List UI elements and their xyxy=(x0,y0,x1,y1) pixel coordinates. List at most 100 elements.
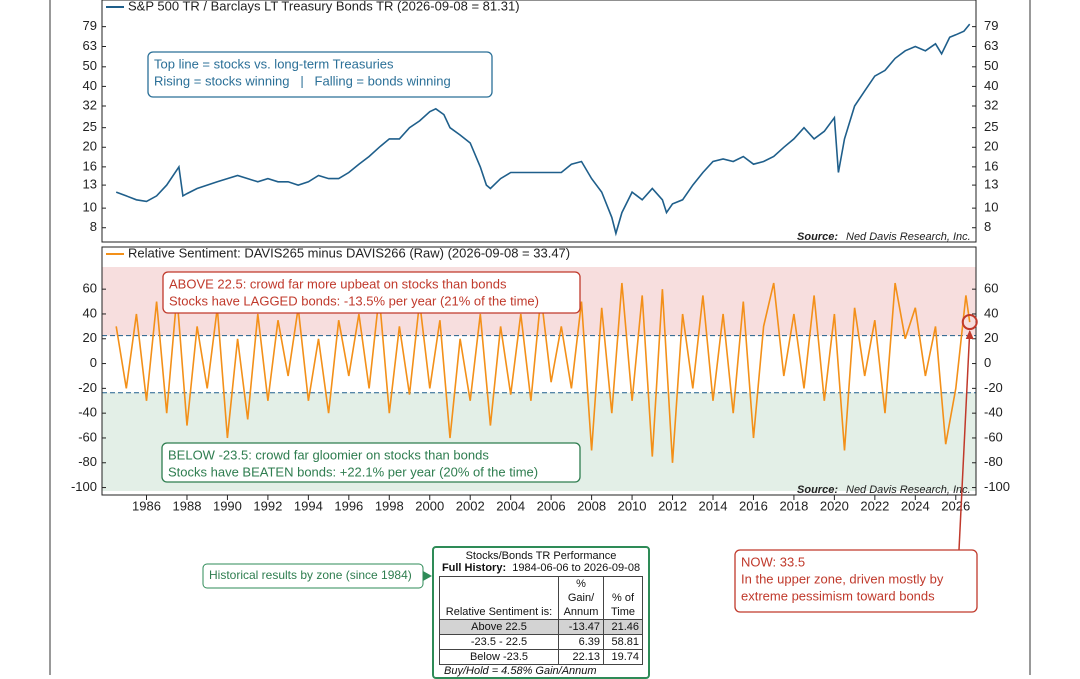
x-tick-label: 2012 xyxy=(658,498,687,513)
table-footer: Buy/Hold = 4.58% Gain/Annum xyxy=(444,665,597,677)
current-marker xyxy=(961,314,978,331)
y-tick-label: 40 xyxy=(83,78,97,93)
x-tick-label: 2006 xyxy=(537,498,566,513)
x-tick-label: 2014 xyxy=(699,498,728,513)
table-subtitle-label: Full History: xyxy=(441,562,507,574)
source-name: Ned Davis Research, Inc. xyxy=(846,484,971,496)
col-header: Relative Sentiment is: xyxy=(439,576,559,620)
y-tick-label: -80 xyxy=(78,454,97,469)
annotation-text: Top line = stocks vs. long-term Treasuri… xyxy=(154,56,394,71)
y-tick-label-right: 0 xyxy=(984,355,991,370)
cell: Above 22.5 xyxy=(439,619,559,635)
y-tick-label-right: 20 xyxy=(984,139,998,154)
cell: 22.13 xyxy=(558,649,604,665)
table: Relative Sentiment is:% Gain/ Annum% of … xyxy=(439,576,643,665)
y-tick-label-right: 10 xyxy=(984,200,998,215)
y-tick-label: 10 xyxy=(83,200,97,215)
x-tick-label: 1986 xyxy=(132,498,161,513)
annotation-text: NOW: 33.5 xyxy=(741,554,805,569)
y-tick-label-right: 60 xyxy=(984,281,998,296)
annotation-text: Rising = stocks winning | Falling = bond… xyxy=(154,73,451,88)
col-header: % Gain/ Annum xyxy=(558,576,604,620)
series-line xyxy=(115,23,971,237)
annotation-text: BELOW -23.5: crowd far gloomier on stock… xyxy=(168,447,489,462)
y-tick-label: -20 xyxy=(78,380,97,395)
y-tick-label-right: 50 xyxy=(984,58,998,73)
y-tick-label-right: 32 xyxy=(984,97,998,112)
annotation-box xyxy=(161,442,581,483)
x-tick-label: 2004 xyxy=(496,498,525,513)
table-title: Stocks/Bonds TR Performance xyxy=(465,550,617,562)
y-tick-label: 50 xyxy=(83,58,97,73)
y-tick-label-right: -20 xyxy=(984,380,1003,395)
y-tick-label-right: 79 xyxy=(984,18,998,33)
y-tick-label: -100 xyxy=(71,479,97,494)
y-tick-label-right: 20 xyxy=(984,330,998,345)
y-tick-label: 0 xyxy=(90,355,97,370)
y-tick-label: -40 xyxy=(78,405,97,420)
cell: 6.39 xyxy=(558,634,604,650)
series-line xyxy=(115,282,971,463)
pointer-line xyxy=(958,331,971,551)
annotation-text: Stocks have LAGGED bonds: -13.5% per yea… xyxy=(169,293,539,308)
annotation-box xyxy=(734,549,978,613)
x-tick-label: 2008 xyxy=(577,498,606,513)
pointer-head xyxy=(965,330,974,340)
source-name: Ned Davis Research, Inc. xyxy=(846,231,971,243)
x-tick-label: 2026 xyxy=(941,498,970,513)
annotation-text: ABOVE 22.5: crowd far more upbeat on sto… xyxy=(169,276,507,291)
x-tick-label: 2010 xyxy=(618,498,647,513)
x-tick-label: 1992 xyxy=(253,498,282,513)
legend-text: Relative Sentiment: DAVIS265 minus DAVIS… xyxy=(128,245,570,260)
y-tick-label-right: 40 xyxy=(984,305,998,320)
source-label: Source: xyxy=(797,484,838,496)
table-subtitle-range: 1984-06-06 to 2026-09-08 xyxy=(512,562,641,574)
annotation-box xyxy=(162,271,581,314)
x-tick-label: 1998 xyxy=(375,498,404,513)
y-tick-label: 13 xyxy=(83,177,97,192)
y-tick-label-right: -80 xyxy=(984,454,1003,469)
annotation-text: Stocks have BEATEN bonds: +22.1% per yea… xyxy=(168,464,538,479)
x-tick-label: 2022 xyxy=(860,498,889,513)
x-tick-label: 1994 xyxy=(294,498,323,513)
x-tick-label: 2020 xyxy=(820,498,849,513)
cell: -13.47 xyxy=(558,619,604,635)
y-tick-label: 8 xyxy=(90,219,97,234)
y-tick-label-right: 25 xyxy=(984,119,998,134)
y-tick-label-right: 40 xyxy=(984,78,998,93)
y-tick-label: 40 xyxy=(83,305,97,320)
x-tick-label: 1996 xyxy=(334,498,363,513)
x-tick-label: 2024 xyxy=(901,498,930,513)
annotation-text: In the upper zone, driven mostly by xyxy=(741,571,944,586)
plot-frame xyxy=(101,0,977,243)
y-tick-label: 20 xyxy=(83,139,97,154)
x-tick-label: 2018 xyxy=(779,498,808,513)
y-tick-label-right: 13 xyxy=(984,177,998,192)
y-tick-label: 79 xyxy=(83,18,97,33)
cell: 21.46 xyxy=(603,619,643,635)
y-tick-label: 63 xyxy=(83,38,97,53)
y-tick-label-right: 16 xyxy=(984,158,998,173)
y-tick-label-right: 8 xyxy=(984,219,991,234)
y-tick-label: 60 xyxy=(83,281,97,296)
cell: 58.81 xyxy=(603,634,643,650)
y-tick-label: 20 xyxy=(83,330,97,345)
cell: Below -23.5 xyxy=(439,649,559,665)
col-header: % of Time xyxy=(603,576,643,620)
y-tick-label-right: -40 xyxy=(984,405,1003,420)
callout-text: Historical results by zone (since 1984) xyxy=(209,568,412,582)
x-tick-label: 1988 xyxy=(173,498,202,513)
cell: 19.74 xyxy=(603,649,643,665)
results-table: Stocks/Bonds TR Performance Full History… xyxy=(432,546,650,679)
x-tick-label: 2016 xyxy=(739,498,768,513)
y-tick-label: 25 xyxy=(83,119,97,134)
y-tick-label-right: 63 xyxy=(984,38,998,53)
plot-frame xyxy=(101,246,977,496)
annotation-box xyxy=(147,51,493,98)
y-tick-label-right: -60 xyxy=(984,429,1003,444)
annotation-text: extreme pessimism toward bonds xyxy=(741,588,935,603)
y-tick-label: 16 xyxy=(83,158,97,173)
legend-text: S&P 500 TR / Barclays LT Treasury Bonds … xyxy=(128,0,520,13)
